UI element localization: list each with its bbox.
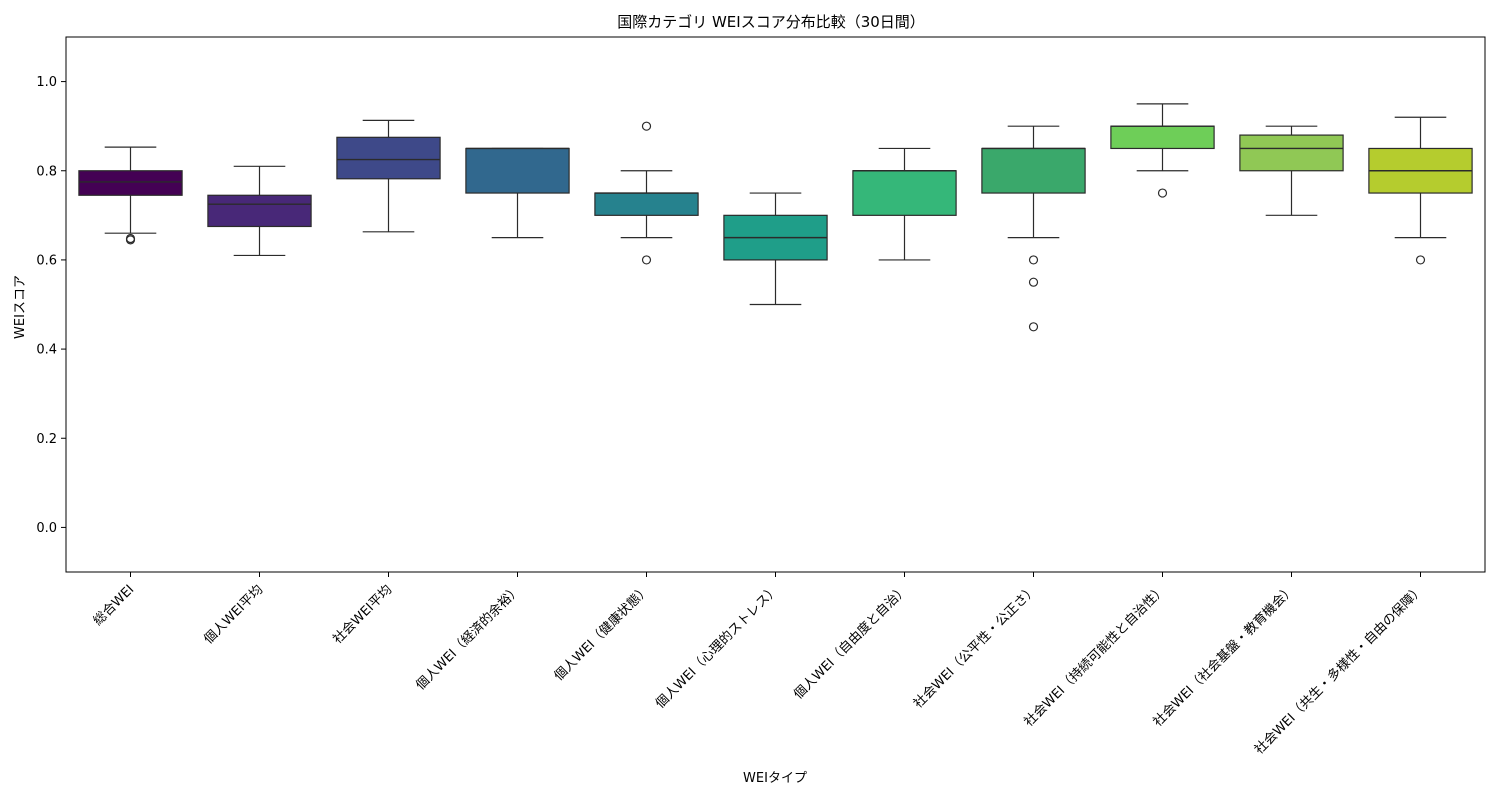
- chart-title: 国際カテゴリ WEIスコア分布比較（30日間）: [617, 13, 925, 31]
- outlier-point: [125, 233, 136, 244]
- box-iqr: [207, 194, 312, 228]
- x-tick-label: 個人WEI（健康状態）: [551, 582, 653, 684]
- x-tick-label: 個人WEI平均: [201, 582, 266, 647]
- y-tick-label: 0.2: [36, 432, 57, 447]
- box-iqr: [336, 136, 441, 180]
- x-tick-label: 社会WEI平均: [330, 582, 396, 648]
- outlier-point: [1028, 255, 1039, 265]
- x-tick-label: 個人WEI（自由度と自治）: [790, 582, 911, 703]
- box-iqr: [594, 192, 699, 216]
- outlier-point: [641, 121, 652, 131]
- x-tick-label: 総合WEI: [91, 582, 138, 629]
- outlier-point: [1028, 322, 1039, 332]
- x-tick-label: 個人WEI（心理的ストレス）: [652, 582, 782, 712]
- x-tick-label: 社会WEI（社会基盤・教育機会）: [1150, 582, 1298, 730]
- outlier-point: [1157, 188, 1168, 198]
- box-iqr: [852, 170, 957, 216]
- y-axis-title: WEIスコア: [13, 275, 28, 339]
- y-tick-label: 0.0: [36, 521, 57, 536]
- outlier-point: [1415, 255, 1426, 265]
- box-iqr: [78, 170, 183, 196]
- plot-frame: [65, 36, 1486, 573]
- y-tick-label: 0.8: [36, 164, 57, 179]
- box-iqr: [1239, 134, 1344, 172]
- y-tick-label: 0.4: [36, 343, 57, 358]
- box-iqr: [981, 147, 1086, 194]
- box-iqr: [1110, 125, 1215, 150]
- box-iqr: [465, 147, 570, 194]
- y-tick-label: 1.0: [36, 75, 57, 90]
- x-tick-label: 社会WEI（持続可能性と自治性）: [1021, 582, 1169, 730]
- y-tick-label: 0.6: [36, 253, 57, 268]
- x-axis-title: WEIタイプ: [743, 771, 807, 786]
- outlier-point: [641, 255, 652, 265]
- x-tick-label: 個人WEI（経済的余裕）: [413, 582, 525, 694]
- x-tick-label: 社会WEI（公平性・公正さ）: [910, 582, 1040, 712]
- outlier-point: [1028, 277, 1039, 287]
